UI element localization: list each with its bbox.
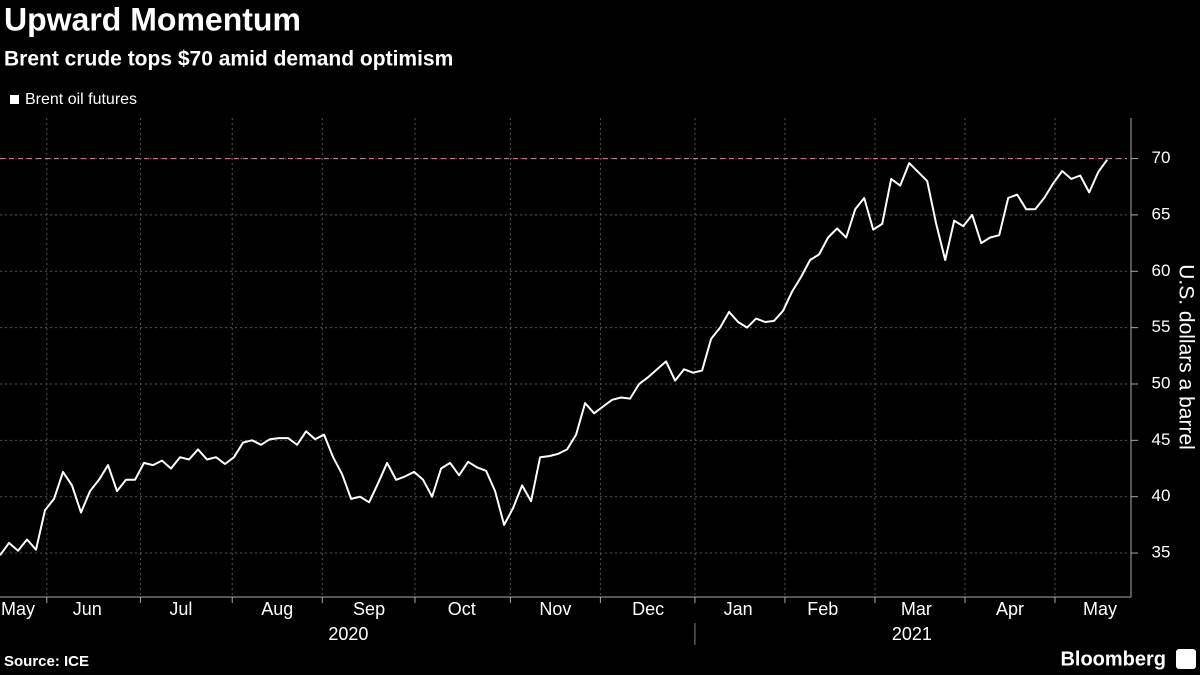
brand-icon xyxy=(1176,649,1196,669)
y-tick-label: 45 xyxy=(1152,430,1171,449)
year-label: 2021 xyxy=(892,624,932,644)
x-tick-label: Sep xyxy=(353,599,385,619)
source: Source: ICE xyxy=(4,653,89,670)
y-tick-label: 70 xyxy=(1152,148,1171,167)
x-tick-label: Jan xyxy=(724,599,753,619)
x-tick-label: Jun xyxy=(73,599,102,619)
legend-label: Brent oil futures xyxy=(25,91,137,108)
y-axis-label: U.S. dollars a barrel xyxy=(1174,264,1197,450)
year-label: 2020 xyxy=(328,624,368,644)
legend-swatch xyxy=(10,95,19,104)
y-tick-label: 60 xyxy=(1152,261,1171,280)
chart-subtitle: Brent crude tops $70 amid demand optimis… xyxy=(4,48,453,71)
x-tick-label: Apr xyxy=(996,599,1024,619)
y-tick-label: 50 xyxy=(1152,373,1171,392)
x-tick-label: Dec xyxy=(632,599,664,619)
x-tick-label: Jul xyxy=(169,599,192,619)
y-tick-label: 35 xyxy=(1152,543,1171,562)
x-tick-label: Feb xyxy=(807,599,838,619)
y-tick-label: 40 xyxy=(1152,486,1171,505)
brand: Bloomberg xyxy=(1060,648,1166,670)
chart-title: Upward Momentum xyxy=(4,1,301,37)
x-tick-label: Mar xyxy=(901,599,932,619)
line-series xyxy=(0,159,1109,556)
x-tick-label: Oct xyxy=(448,599,476,619)
x-tick-label: May xyxy=(1083,599,1117,619)
x-tick-label: Aug xyxy=(261,599,293,619)
y-tick-label: 65 xyxy=(1152,204,1171,223)
y-tick-label: 55 xyxy=(1152,317,1171,336)
x-tick-label: Nov xyxy=(539,599,571,619)
x-tick-label: May xyxy=(1,599,35,619)
